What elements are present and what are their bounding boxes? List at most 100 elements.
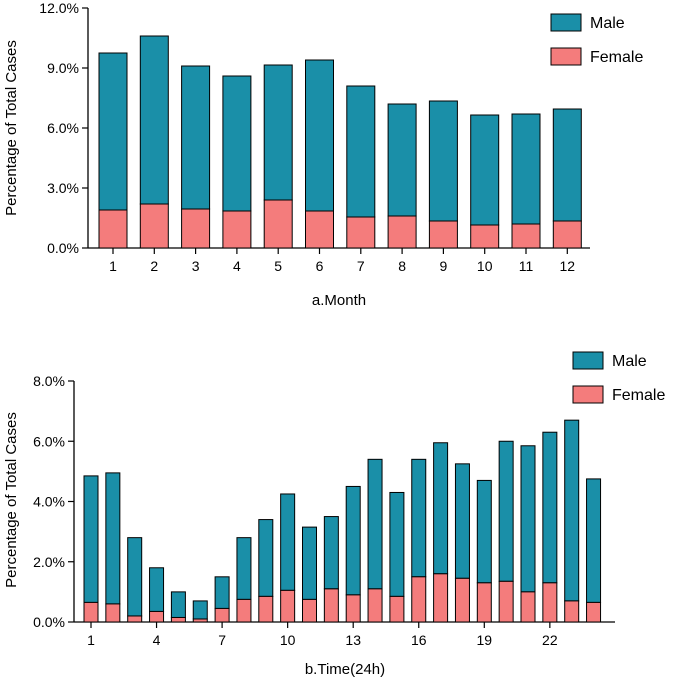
bar-male-22 [542,431,558,584]
x-tick-label: 19 [477,632,493,648]
legend-label-male: Male [612,353,647,370]
bar-female-7 [214,607,230,623]
bar-female-1 [98,209,128,249]
bar-female-12 [552,220,582,249]
bar-male-4 [222,75,252,212]
legend: Male Female [572,351,665,404]
legend-label-female: Female [612,387,665,404]
y-tick-label: 4.0% [33,494,65,510]
bar-female-9 [258,595,274,623]
x-tick-label: 3 [192,258,200,274]
legend: Male Female [550,13,643,66]
bar-female-12 [323,588,339,623]
y-tick-label: 8.0% [33,373,65,389]
bar-male-10 [280,493,296,591]
x-tick-label: 10 [477,258,493,274]
bar-female-4 [149,610,165,623]
x-axis-title: a.Month [312,292,366,309]
legend-label-male: Male [590,15,625,32]
x-tick-label: 16 [411,632,427,648]
bar-male-19 [476,479,492,584]
bar-male-11 [511,113,541,225]
bar-female-21 [520,591,536,623]
bar-female-6 [192,618,208,623]
bar-male-17 [433,442,449,575]
legend-swatch-female [550,47,582,66]
bar-female-2 [139,203,169,249]
bar-female-3 [181,208,211,249]
bar-male-8 [387,103,417,217]
x-tick-label: 5 [274,258,282,274]
bar-male-18 [454,463,470,579]
bar-female-5 [263,199,293,249]
bar-female-10 [470,224,500,249]
y-tick-label: 0.0% [33,614,65,630]
y-tick-label: 9.0% [47,60,79,76]
bar-female-20 [498,580,514,623]
y-axis-title: Percentage of Total Cases [3,40,20,216]
bar-male-23 [564,419,580,602]
bar-male-4 [149,567,165,612]
bar-male-12 [323,516,339,590]
legend-label-female: Female [590,49,643,66]
bar-female-22 [542,582,558,623]
bar-female-11 [511,223,541,249]
y-tick-label: 12.0% [39,0,79,16]
tick-marks: 0.0% 2.0% 4.0% 6.0% 8.0% 1 4 7 10 13 16 19 22 [33,373,558,648]
chart-time: 0.0% 2.0% 4.0% 6.0% 8.0% 1 4 7 10 13 16 19 22 b.Time… [3,351,665,678]
y-tick-label: 3.0% [47,180,79,196]
bar-male-3 [127,537,143,617]
bar-female-8 [236,598,252,623]
bar-female-13 [345,594,361,623]
bar-female-23 [564,600,580,623]
bar-female-5 [170,616,186,623]
tick-marks: 0.0%3.0%6.0%9.0%12.0%1 2 3 4 5 6 7 8 9 10 11 12 [39,0,575,274]
x-tick-label: 7 [218,632,226,648]
y-tick-label: 2.0% [33,554,65,570]
bar-male-20 [498,440,514,582]
bar-male-1 [83,475,99,603]
x-tick-label: 10 [280,632,296,648]
bar-male-5 [170,591,186,618]
bar-female-9 [428,220,458,249]
bar-male-2 [139,35,169,205]
bar-marks [83,419,602,623]
x-axis-title: b.Time(24h) [305,661,385,678]
bar-male-2 [105,472,121,605]
y-axis-title: Percentage of Total Cases [3,412,20,588]
bar-male-5 [263,64,293,201]
x-tick-label: 12 [560,258,576,274]
bar-male-9 [258,519,274,597]
x-tick-label: 7 [357,258,365,274]
bar-male-8 [236,537,252,600]
bar-female-15 [389,595,405,623]
bar-female-18 [454,577,470,623]
legend-swatch-male [550,13,582,32]
x-tick-label: 4 [153,632,161,648]
bar-female-10 [280,589,296,623]
bar-female-6 [305,210,334,249]
y-tick-label: 6.0% [33,433,65,449]
x-tick-label: 8 [398,258,406,274]
bar-female-1 [83,601,99,623]
bar-male-7 [214,576,230,609]
bar-male-3 [181,65,211,210]
x-tick-label: 9 [440,258,448,274]
bar-male-9 [428,100,458,222]
bar-male-6 [305,59,334,212]
bar-female-14 [367,588,383,623]
bar-male-1 [98,52,128,211]
bar-female-2 [105,603,121,623]
bar-female-17 [433,573,449,623]
bar-male-10 [470,114,500,226]
x-tick-label: 2 [150,258,158,274]
bar-male-21 [520,445,536,593]
bar-female-8 [387,215,417,249]
bar-female-16 [411,576,427,623]
bar-male-16 [411,458,427,578]
x-tick-label: 1 [109,258,117,274]
x-tick-label: 13 [345,632,361,648]
bar-male-11 [302,526,317,600]
y-tick-label: 0.0% [47,240,79,256]
